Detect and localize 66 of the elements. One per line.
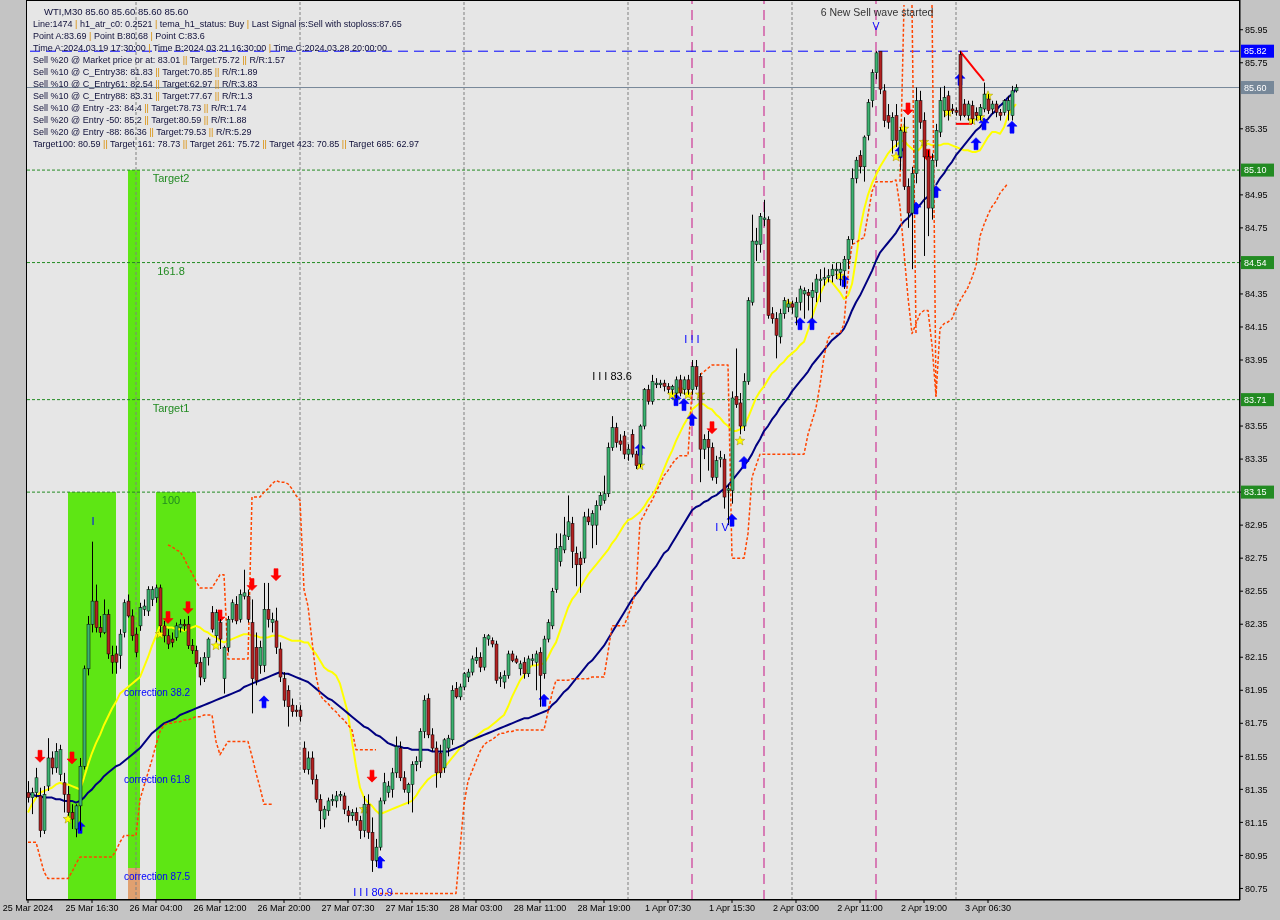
annotation: 100	[161, 494, 181, 507]
x-tick-label: 25 Mar 16:30	[65, 902, 119, 913]
annotation: Sell %20 @ Entry -88: 86.36 || Target:79.53 || R/R:5.29	[33, 126, 252, 137]
x-tick-label: 2 Apr 19:00	[900, 902, 948, 913]
y-tick-label: 80.95	[1245, 850, 1268, 861]
y-tick-label: 82.35	[1245, 619, 1268, 630]
y-tick-label: 81.55	[1245, 751, 1268, 762]
ref-line-label: 83.71	[1244, 394, 1267, 405]
y-tick-label: 82.55	[1245, 586, 1268, 597]
y-tick-label: 82.95	[1245, 520, 1268, 531]
y-tick-label: 81.75	[1245, 718, 1268, 729]
y-tick-label: 83.35	[1245, 454, 1268, 465]
x-tick-label: 2 Apr 11:00	[837, 902, 883, 913]
y-tick-label: 83.95	[1245, 355, 1268, 366]
text: WTI,M30 85.60 85.60 85.60 85.60	[44, 5, 189, 17]
x-tick-label: 26 Mar 20:00	[257, 902, 311, 913]
ref-line-label: 84.54	[1244, 257, 1267, 268]
y-tick-label: 84.95	[1245, 190, 1268, 201]
annotation: V	[872, 20, 880, 32]
x-tick-label: 26 Mar 04:00	[129, 902, 183, 913]
annotation: I	[91, 515, 95, 527]
y-tick-label: 84.75	[1245, 223, 1268, 234]
x-tick-label: 26 Mar 12:00	[193, 902, 247, 913]
annotation: I I I 83.6	[592, 370, 632, 382]
ref-line-label: 85.82	[1244, 46, 1267, 57]
y-tick-label: 82.75	[1245, 553, 1268, 564]
y-tick-label: 81.35	[1245, 784, 1268, 795]
y-tick-label: 85.95	[1245, 24, 1268, 35]
annotation: 161.8	[157, 264, 185, 277]
ref-line-label: 85.60	[1244, 82, 1267, 93]
y-tick-label: 80.75	[1245, 883, 1268, 894]
x-tick-label: 25 Mar 2024	[2, 902, 54, 913]
y-tick-label: 83.55	[1245, 421, 1268, 432]
annotation: I I I 80.9	[353, 886, 393, 898]
y-tick-label: 82.15	[1245, 652, 1268, 663]
annotation: I I I	[684, 333, 700, 345]
annotation: Target2	[152, 172, 190, 185]
y-tick-label: 81.15	[1245, 817, 1268, 828]
x-tick-label: 27 Mar 07:30	[321, 902, 375, 913]
x-tick-label: 27 Mar 15:30	[385, 902, 439, 913]
x-tick-label: 28 Mar 19:00	[577, 902, 631, 913]
x-tick-label: 1 Apr 07:30	[644, 902, 692, 913]
y-tick-label: 81.95	[1245, 685, 1268, 696]
ref-line-label: 85.10	[1244, 165, 1267, 176]
x-tick-label: 28 Mar 11:00	[513, 902, 567, 913]
annotation: Sell %10 @ C_Entry38: 81.83 || Target:70.85 || R/R:1.89	[33, 66, 258, 77]
annotation: Sell %10 @ C_Entry88: 83.31 || Target:77.67 || R/R:1.3	[33, 90, 253, 101]
annotation: Target1	[152, 401, 190, 414]
y-tick-label: 84.35	[1245, 289, 1268, 300]
annotation: Sell %20 @ Market price or at: 83.01 || Target:75.72 || R/R:1.57	[33, 54, 285, 65]
y-tick-label: 85.75	[1245, 57, 1268, 68]
y-tick-label: 85.35	[1245, 124, 1268, 134]
annotation: Point A:83.69 | Point B:80.68 | Point C:83.6	[33, 30, 205, 41]
annotation: Line:1474 | h1_atr_c0: 0.2521 | tema_h1_status: Buy | Last Signal is:Sell with stoploss:87.65	[33, 19, 402, 29]
x-tick-label: 28 Mar 03:00	[449, 902, 503, 913]
annotation: Sell %20 @ Entry -50: 85.2 || Target:80.59 || R/R:1.88	[33, 114, 247, 125]
annotation: Sell %10 @ Entry -23: 84.4 || Target:78.73 || R/R:1.74	[33, 102, 247, 113]
x-tick-label: 2 Apr 03:00	[772, 902, 820, 913]
annotation: Time A:2024.03.19 17:30:00 | Time B:2024.03.21 16:30:00 | Time C:2024.03.28 20:00:00	[33, 42, 388, 53]
annotation: I V	[715, 521, 730, 533]
x-tick-label: 3 Apr 06:30	[964, 902, 1012, 913]
text: Target100: 80.59 || Target 161: 78.73 || Target 261: 75.72 || Target 423: 70.85 || Target 685: 62.97	[33, 138, 419, 149]
x-tick-label: 1 Apr 15:30	[708, 902, 756, 913]
annotation: Sell %10 @ C_Entry61: 82.54 || Target:62.97 || R/R:3.83	[33, 78, 258, 89]
ref-line-label: 83.15	[1244, 487, 1267, 498]
y-tick-label: 84.15	[1245, 322, 1268, 333]
